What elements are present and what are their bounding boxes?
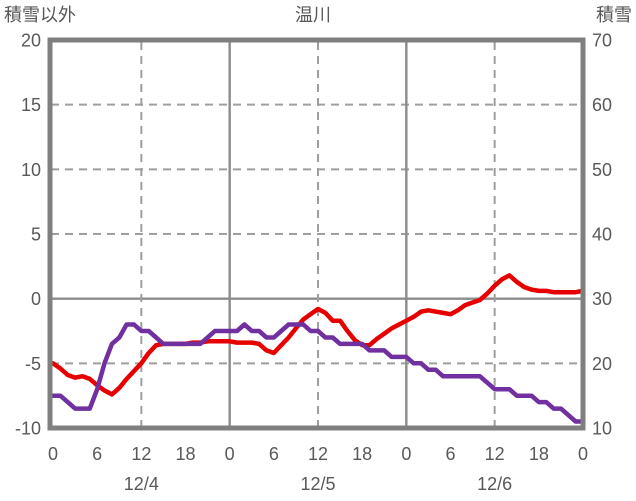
x-axis-hour-label: 6 xyxy=(445,444,455,464)
right-axis-tick-label: 20 xyxy=(592,354,612,374)
right-axis-tick-label: 10 xyxy=(592,419,612,439)
series-line-right-axis xyxy=(50,322,586,424)
x-axis-hour-label: 6 xyxy=(269,444,279,464)
left-axis-tick-label: -5 xyxy=(25,354,41,374)
x-axis-hour-label: 12 xyxy=(308,444,328,464)
right-axis-tick-label: 40 xyxy=(592,225,612,245)
x-axis-hour-label: 18 xyxy=(529,444,549,464)
x-axis-hour-label: 0 xyxy=(48,444,58,464)
gridlines xyxy=(51,42,582,426)
x-axis-date-label: 12/6 xyxy=(477,474,512,494)
x-axis-hour-label: 12 xyxy=(131,444,151,464)
right-axis-tick-label: 70 xyxy=(592,31,612,51)
plot-frame xyxy=(47,37,586,431)
x-axis-hour-label: 18 xyxy=(175,444,195,464)
right-axis-tick-label: 30 xyxy=(592,289,612,309)
x-axis-hour-label: 0 xyxy=(578,444,588,464)
right-axis-tick-label: 50 xyxy=(592,160,612,180)
x-axis-hour-label: 12 xyxy=(485,444,505,464)
left-axis-title: 積雪以外 xyxy=(4,5,76,25)
left-axis-tick-label: 10 xyxy=(21,160,41,180)
x-axis-hour-label: 18 xyxy=(352,444,372,464)
x-axis-date-label: 12/4 xyxy=(124,474,159,494)
left-axis-tick-label: 0 xyxy=(31,289,41,309)
right-axis-tick-label: 60 xyxy=(592,95,612,115)
series-line-left-axis xyxy=(50,273,586,397)
left-axis-tick-label: -10 xyxy=(15,419,41,439)
left-axis-tick-label: 20 xyxy=(21,31,41,51)
data-series xyxy=(50,273,586,424)
right-axis-title: 積雪 xyxy=(596,5,632,25)
left-axis-tick-label: 5 xyxy=(31,225,41,245)
x-axis-hour-label: 6 xyxy=(92,444,102,464)
x-axis-hour-label: 0 xyxy=(401,444,411,464)
chart-title: 温川 xyxy=(295,5,331,25)
x-axis-hour-label: 0 xyxy=(225,444,235,464)
left-axis-tick-label: 15 xyxy=(21,95,41,115)
x-axis-date-label: 12/5 xyxy=(300,474,335,494)
